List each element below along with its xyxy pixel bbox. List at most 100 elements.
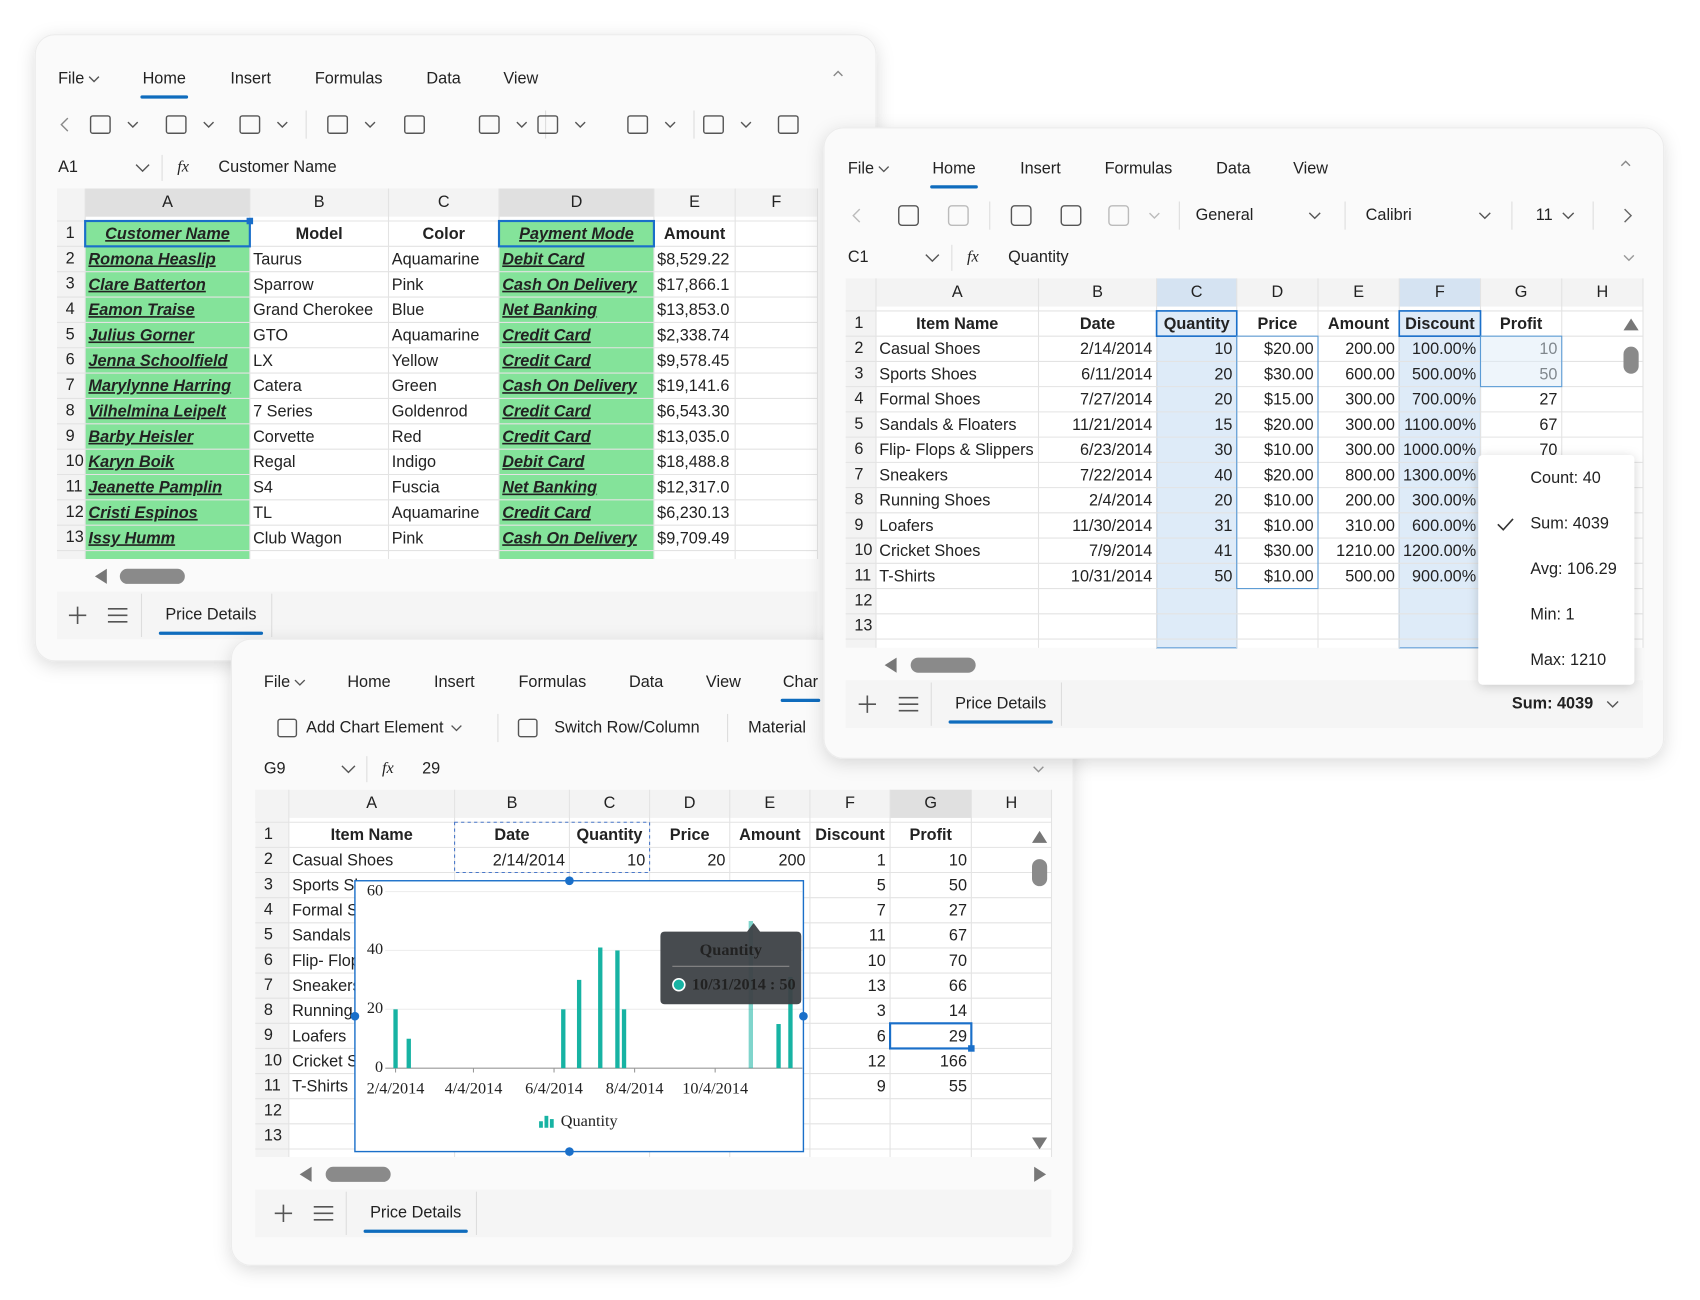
cell[interactable]: Price (670, 826, 710, 844)
cell[interactable]: 600.00 (1345, 365, 1395, 383)
cell[interactable]: 50 (949, 876, 967, 894)
cell[interactable]: 300.00 (1345, 391, 1395, 409)
cell[interactable]: $12,317.0 (657, 479, 729, 497)
cell[interactable]: Discount (815, 826, 885, 844)
resize-handle[interactable] (565, 876, 574, 886)
cell[interactable]: Flip- Flops (292, 952, 368, 970)
cell[interactable]: Jeanette Pamplin (88, 479, 222, 497)
cell[interactable]: Item Name (331, 826, 413, 844)
formula-text[interactable]: Quantity (1008, 248, 1069, 266)
menu-tab[interactable]: View (1293, 159, 1328, 177)
cell[interactable]: 66 (949, 977, 967, 995)
popup-item[interactable]: Max: 1210 (1530, 651, 1606, 669)
cell[interactable]: 200.00 (1345, 340, 1395, 358)
menu-tab[interactable]: Home (932, 159, 975, 177)
cell[interactable]: Green (392, 377, 437, 395)
cell[interactable]: 15 (1214, 416, 1232, 434)
menu-tab[interactable]: Char (783, 673, 819, 691)
scroll-thumb[interactable] (910, 657, 976, 673)
cell[interactable]: Credit Card (502, 352, 592, 370)
cell[interactable]: 10 (868, 952, 886, 970)
toolbar-icon[interactable] (478, 115, 500, 134)
cell[interactable]: 10 (949, 851, 967, 869)
cell[interactable]: $10.00 (1264, 441, 1314, 459)
cell[interactable]: Flip- Flops & Slippers (879, 441, 1033, 459)
bar[interactable] (788, 976, 793, 1069)
cell[interactable]: Karyn Boik (88, 453, 175, 471)
toolbar-icon[interactable] (327, 115, 349, 134)
scroll-up-arrow[interactable] (1032, 830, 1048, 843)
toolbar-label[interactable]: Calibri (1366, 206, 1412, 224)
toolbar-label[interactable]: Material (748, 718, 806, 736)
sheet-list-button[interactable] (313, 1206, 334, 1221)
cell[interactable]: Item Name (916, 315, 998, 333)
cell[interactable]: Jenna Schoolfield (88, 352, 228, 370)
cell[interactable]: Taurus (253, 250, 302, 268)
menu-tab[interactable]: File (264, 673, 290, 691)
cell[interactable]: Price (1257, 315, 1297, 333)
cell[interactable]: 10 (627, 851, 645, 869)
cell[interactable]: 70 (1539, 441, 1557, 459)
toolbar-label[interactable]: General (1196, 206, 1254, 224)
cell[interactable]: 2/14/2014 (493, 851, 565, 869)
toolbar-icon[interactable] (239, 115, 261, 134)
menu-tab[interactable]: Home (347, 673, 390, 691)
cell[interactable]: 300.00 (1345, 441, 1395, 459)
menu-tab[interactable]: View (503, 69, 538, 87)
cell[interactable]: Grand Cherokee (253, 301, 373, 319)
cell[interactable]: Net Banking (502, 479, 597, 497)
cell[interactable]: Date (1080, 315, 1115, 333)
cell[interactable]: Pink (392, 276, 424, 294)
cell[interactable]: Quantity (1164, 315, 1230, 333)
cell[interactable]: 1210.00 (1336, 542, 1395, 560)
cell[interactable]: Debit Card (502, 453, 585, 471)
cell[interactable]: Vilhelmina Leipelt (88, 403, 226, 421)
cell[interactable]: $13,035.0 (657, 428, 729, 446)
cell[interactable]: 500.00% (1412, 365, 1476, 383)
cell[interactable]: 7/22/2014 (1080, 466, 1152, 484)
cell[interactable]: Running (292, 1002, 353, 1020)
cell[interactable]: Julius Gorner (88, 326, 195, 344)
scroll-down-arrow[interactable] (1032, 1137, 1048, 1150)
cell[interactable]: 1200.00% (1403, 542, 1476, 560)
menu-tab[interactable]: Home (143, 69, 186, 87)
cell[interactable]: 31 (1214, 517, 1232, 535)
cell[interactable]: 20 (1214, 492, 1232, 510)
cell[interactable]: LX (253, 352, 273, 370)
cell[interactable]: $2,338.74 (657, 326, 729, 344)
cell[interactable]: Cash On Delivery (502, 529, 638, 547)
menu-tab[interactable]: Formulas (315, 69, 383, 87)
legend-label[interactable]: Quantity (561, 1112, 619, 1130)
cell[interactable]: T-Shirts (292, 1078, 348, 1096)
cell[interactable]: 310.00 (1345, 517, 1395, 535)
cell[interactable]: 3 (877, 1002, 886, 1020)
cell[interactable]: 20 (1214, 391, 1232, 409)
cell[interactable]: 11/21/2014 (1072, 416, 1152, 434)
menu-tab[interactable]: View (706, 673, 741, 691)
cell[interactable]: 10 (1214, 340, 1232, 358)
menu-tab[interactable]: Insert (434, 673, 475, 691)
cell[interactable]: 70 (949, 952, 967, 970)
resize-handle[interactable] (799, 1011, 808, 1021)
name-box[interactable]: G9 (264, 759, 286, 777)
cell[interactable]: Cash On Delivery (502, 377, 638, 395)
cell[interactable]: Aquamarine (392, 504, 480, 522)
cell[interactable]: Net Banking (502, 301, 597, 319)
cell[interactable]: Fuscia (392, 479, 441, 497)
cell[interactable]: 20 (707, 851, 725, 869)
cell[interactable]: 7/27/2014 (1080, 391, 1152, 409)
cell[interactable]: 41 (1214, 542, 1232, 560)
sheet-tab[interactable]: Price Details (165, 606, 256, 624)
cell[interactable]: $20.00 (1264, 416, 1314, 434)
scroll-left-arrow[interactable] (94, 568, 107, 584)
cell[interactable]: Loafers (292, 1027, 346, 1045)
toolbar-icon[interactable] (277, 718, 298, 738)
cell[interactable]: Color (423, 225, 466, 243)
cell[interactable]: Payment Mode (519, 225, 634, 243)
cell[interactable]: Discount (1405, 315, 1475, 333)
cell[interactable]: 6 (877, 1027, 886, 1045)
name-box[interactable]: C1 (848, 248, 869, 266)
formula-text[interactable]: 29 (422, 759, 440, 777)
toolbar-icon[interactable] (898, 205, 919, 227)
cell[interactable]: Yellow (392, 352, 439, 370)
